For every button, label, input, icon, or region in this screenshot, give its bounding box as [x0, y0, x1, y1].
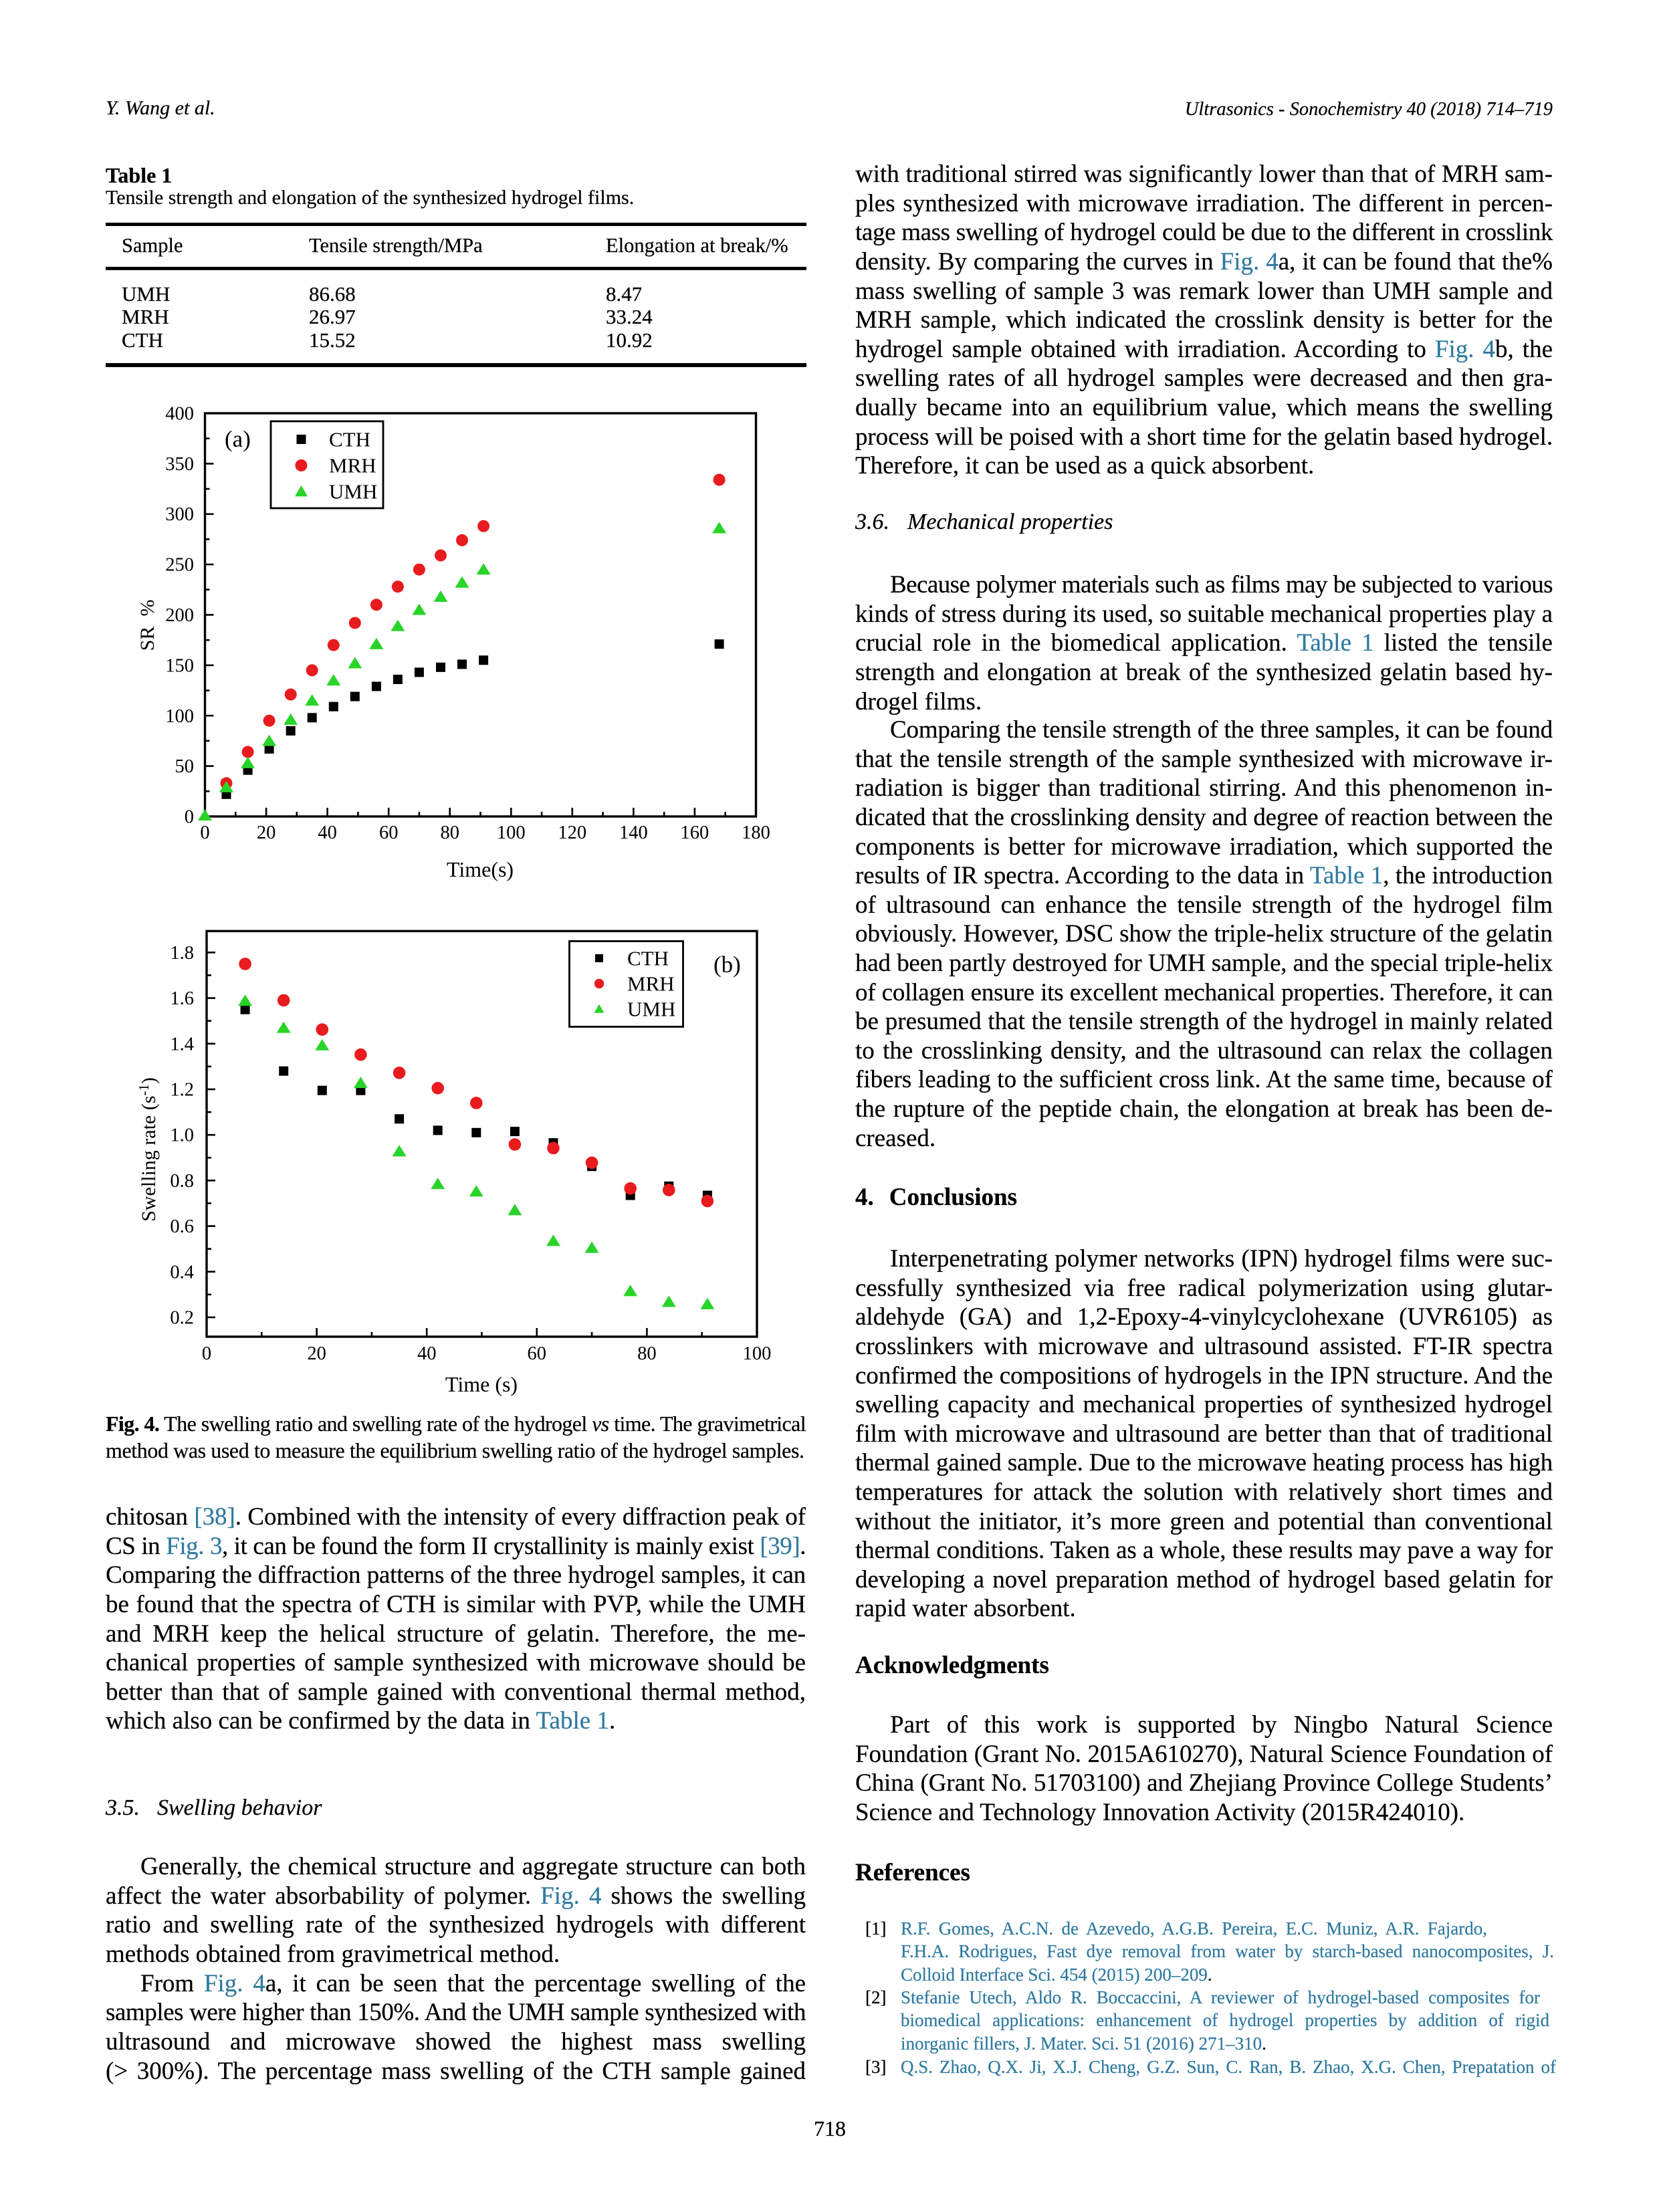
svg-text:100: 100 — [497, 822, 526, 843]
svg-text:CTH: CTH — [329, 428, 370, 451]
svg-text:40: 40 — [417, 1343, 437, 1364]
svg-text:150: 150 — [165, 655, 194, 676]
svg-text:0.8: 0.8 — [170, 1171, 194, 1192]
svg-text:350: 350 — [165, 454, 194, 475]
svg-text:400: 400 — [165, 404, 194, 425]
svg-text:Swelling rate (s-1): Swelling rate (s-1) — [136, 1077, 160, 1222]
svg-text:1.6: 1.6 — [170, 988, 194, 1009]
svg-text:0: 0 — [200, 822, 209, 843]
svg-text:MRH: MRH — [627, 972, 675, 996]
svg-text:100: 100 — [165, 706, 194, 727]
svg-text:0.4: 0.4 — [170, 1262, 194, 1283]
svg-text:20: 20 — [257, 822, 276, 843]
svg-text:200: 200 — [165, 605, 194, 626]
svg-text:(a): (a) — [225, 426, 251, 452]
svg-text:Time (s): Time (s) — [445, 1372, 518, 1396]
svg-text:80: 80 — [637, 1343, 657, 1364]
svg-text:0: 0 — [202, 1343, 211, 1364]
svg-text:20: 20 — [307, 1343, 326, 1364]
svg-text:0.2: 0.2 — [170, 1308, 194, 1329]
svg-text:1.0: 1.0 — [170, 1125, 194, 1146]
svg-text:0: 0 — [185, 807, 194, 828]
svg-text:0.6: 0.6 — [170, 1216, 194, 1237]
svg-text:CTH: CTH — [627, 947, 669, 970]
svg-text:UMH: UMH — [627, 998, 675, 1021]
svg-text:40: 40 — [318, 822, 337, 843]
svg-text:(b): (b) — [713, 952, 741, 978]
svg-text:UMH: UMH — [329, 480, 377, 504]
svg-text:160: 160 — [681, 822, 709, 843]
svg-text:120: 120 — [558, 822, 586, 843]
svg-text:1.2: 1.2 — [170, 1080, 194, 1101]
svg-text:60: 60 — [379, 822, 399, 843]
svg-text:Time(s): Time(s) — [447, 857, 514, 881]
svg-text:50: 50 — [175, 756, 195, 777]
svg-text:MRH: MRH — [329, 454, 376, 477]
svg-text:100: 100 — [743, 1343, 772, 1364]
svg-text:60: 60 — [528, 1343, 547, 1364]
svg-text:300: 300 — [165, 504, 194, 525]
svg-text:250: 250 — [165, 555, 194, 576]
svg-text:80: 80 — [440, 822, 459, 843]
svg-text:1.8: 1.8 — [170, 943, 194, 964]
svg-text:140: 140 — [619, 822, 648, 843]
svg-text:1.4: 1.4 — [170, 1034, 194, 1055]
svg-text:SR %: SR % — [136, 600, 158, 651]
svg-text:180: 180 — [742, 822, 770, 843]
